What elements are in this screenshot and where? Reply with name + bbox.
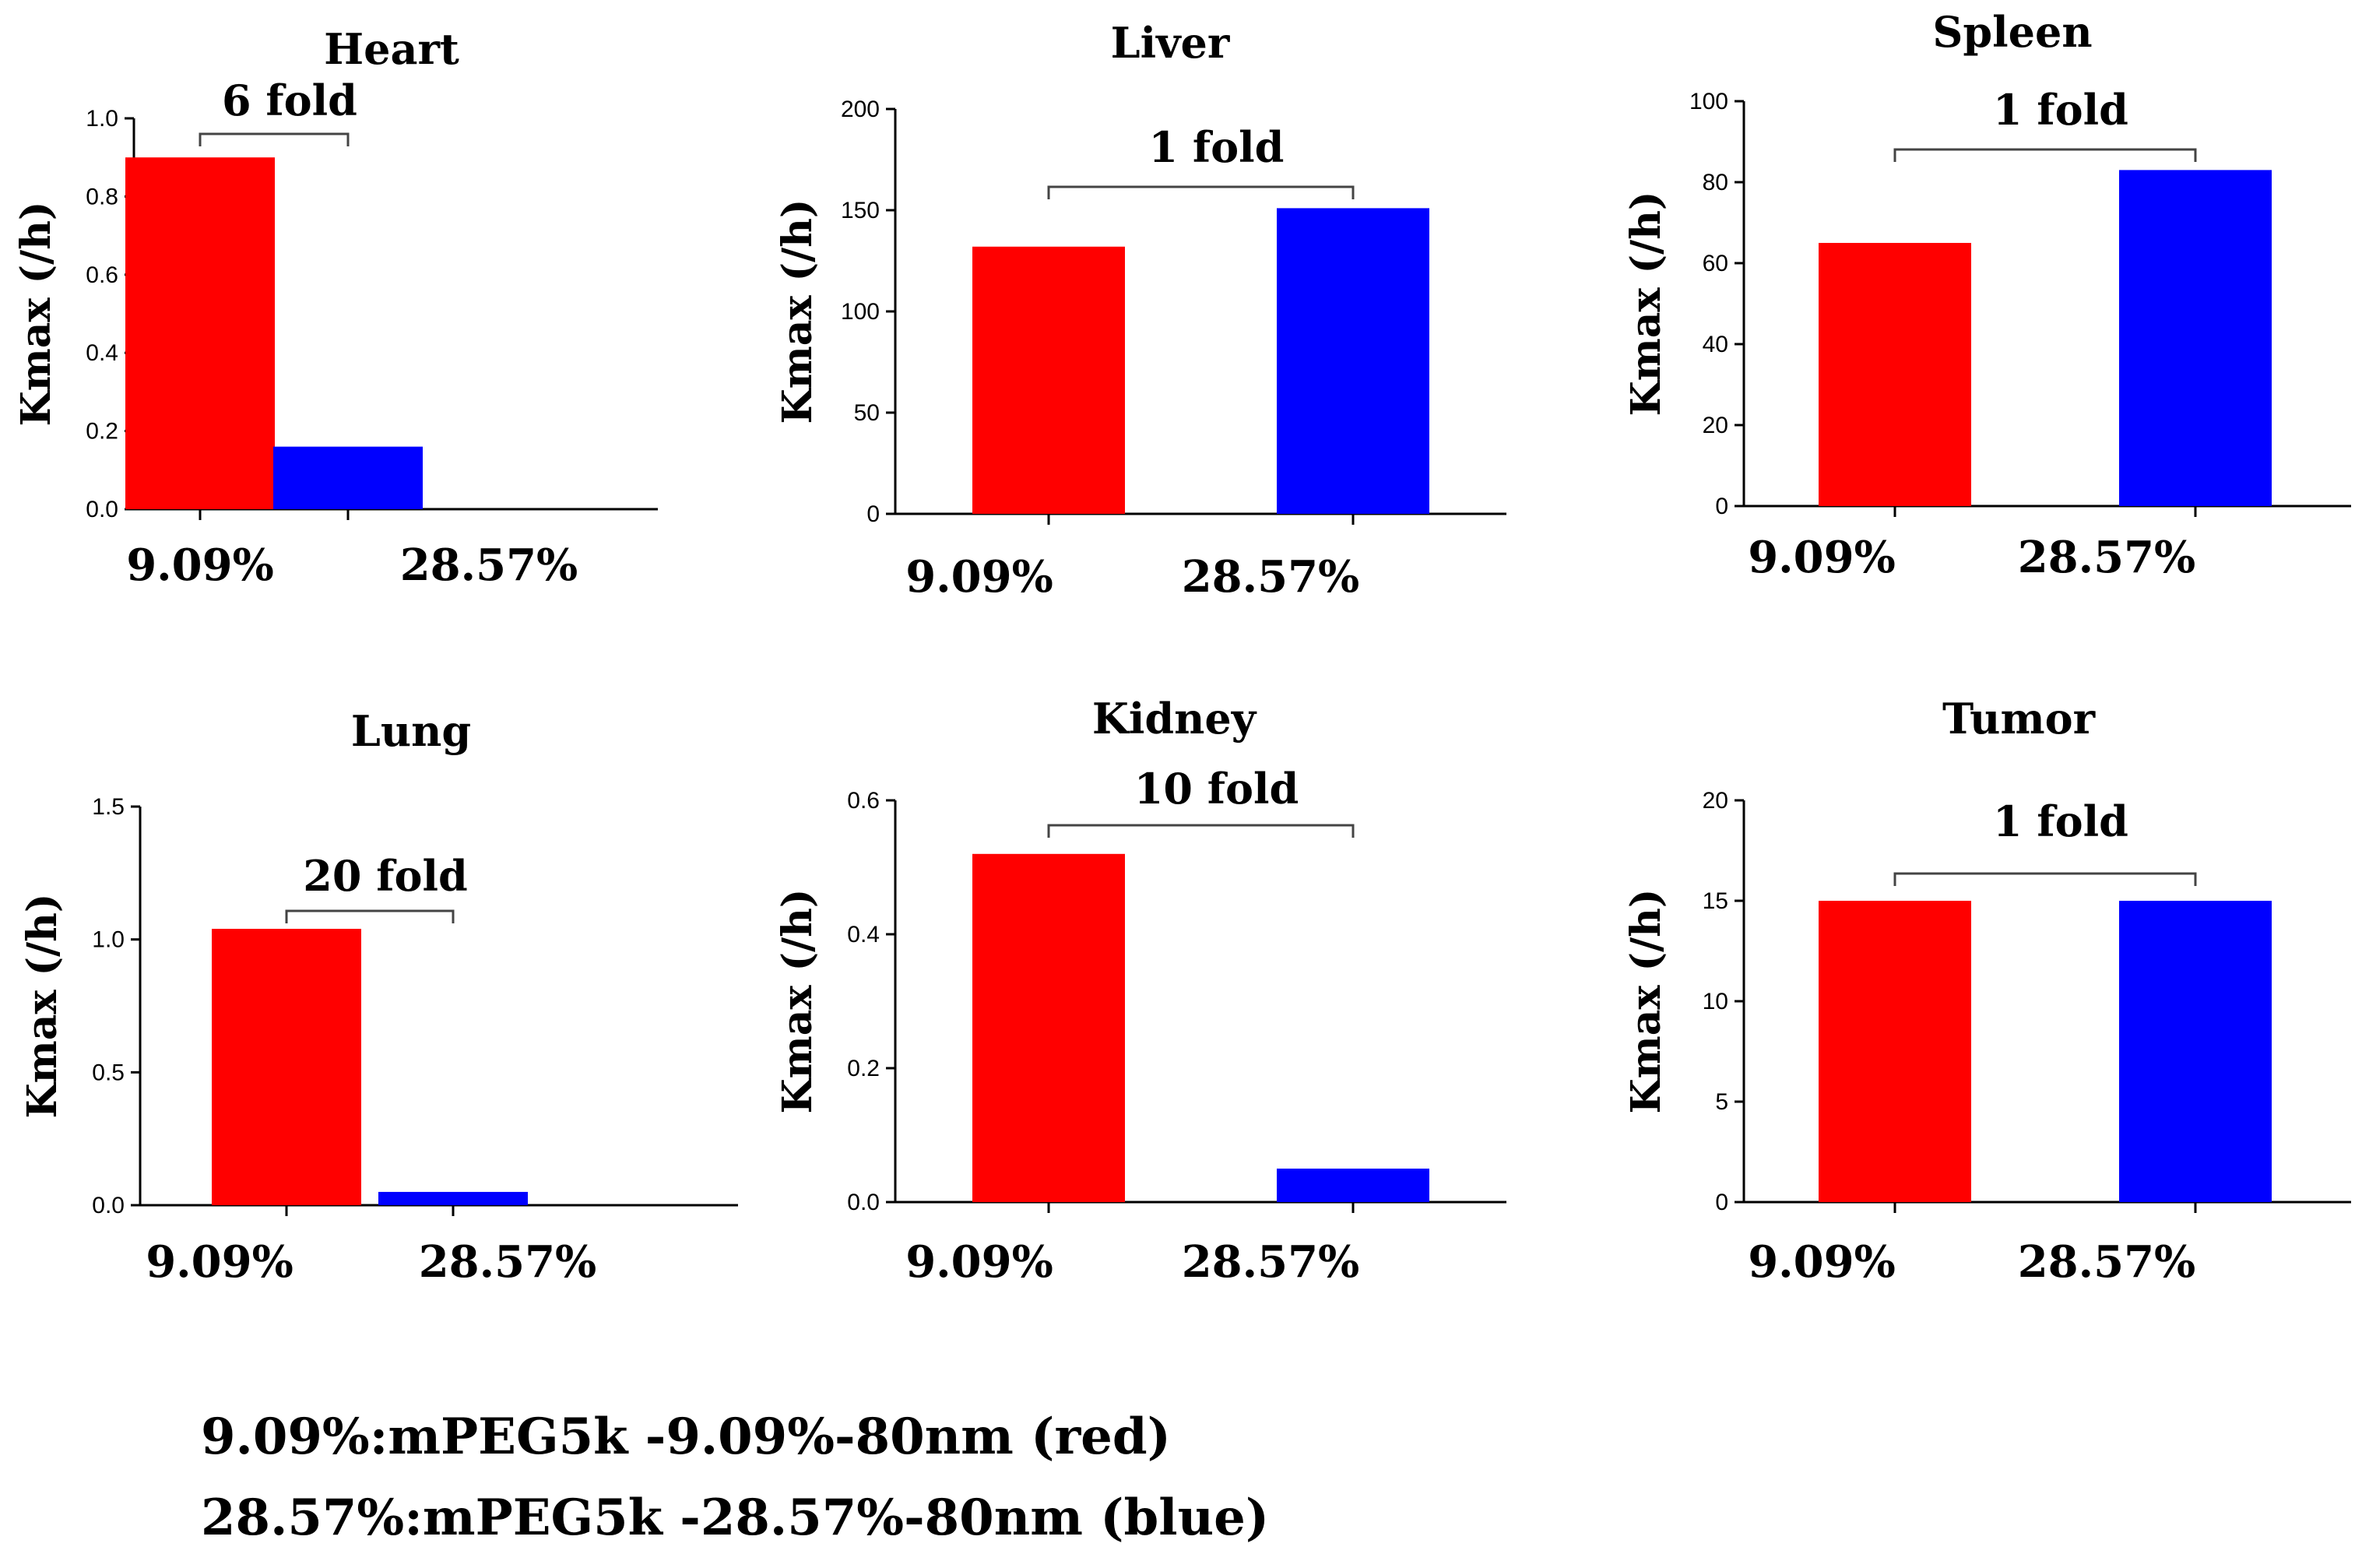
liver-ytick-label: 100 <box>841 299 880 325</box>
spleen-ytick-label: 80 <box>1703 170 1728 195</box>
tumor-bar-red <box>1819 901 1971 1202</box>
lung-category-label: 28.57% <box>419 1236 597 1288</box>
liver-bar-red <box>972 246 1125 514</box>
tumor-bar-blue <box>2119 901 2272 1202</box>
tumor-fold-bracket <box>1893 872 2197 886</box>
spleen-fold-bracket <box>1893 148 2197 162</box>
liver-fold-bracket <box>1047 185 1355 199</box>
heart-ytick-label: 0.4 <box>86 340 118 366</box>
tumor-category-label: 28.57% <box>2018 1236 2196 1288</box>
kidney-bar-blue <box>1277 1169 1429 1202</box>
lung-chart: Lung Kmax (/h) 0.0 0.5 1.0 1.5 9.09% 28.57% 20 f… <box>19 706 738 1288</box>
heart-title: Heart <box>324 24 459 74</box>
spleen-fold-annotation: 1 fold <box>1993 85 2128 135</box>
tumor-ytick-label: 20 <box>1703 788 1728 814</box>
liver-ytick-label: 200 <box>841 97 880 122</box>
kidney-category-label: 28.57% <box>1182 1236 1360 1288</box>
spleen-title: Spleen <box>1932 7 2092 57</box>
tumor-title: Tumor <box>1942 694 2096 744</box>
tumor-chart: Tumor Kmax (/h) 0 5 10 15 20 9.09% 28.57% 1 fold <box>1622 694 2351 1288</box>
kidney-chart: Kidney Kmax (/h) 0.0 0.2 0.4 0.6 9.09% 28.57% 10… <box>774 694 1506 1288</box>
tumor-fold-annotation: 1 fold <box>1993 796 2128 846</box>
spleen-ytick-label: 40 <box>1703 332 1728 357</box>
kidney-bar-red <box>972 853 1125 1202</box>
lung-bar-blue <box>378 1191 528 1205</box>
spleen-bar-red <box>1819 243 1971 506</box>
kidney-ytick-label: 0.2 <box>847 1056 880 1081</box>
heart-chart: Heart Kmax (/h) 0.0 0.2 0.4 0.6 0.8 1.0 9.09% 28.… <box>12 24 658 591</box>
liver-category-label: 28.57% <box>1182 551 1360 603</box>
liver-ylabel: Kmax (/h) <box>774 199 821 424</box>
heart-ytick-label: 0.8 <box>86 184 118 209</box>
spleen-category-label: 28.57% <box>2018 532 2196 583</box>
spleen-bar-blue <box>2119 170 2272 506</box>
kidney-fold-bracket <box>1047 824 1355 838</box>
spleen-ytick-label: 20 <box>1703 413 1728 438</box>
heart-ylabel: Kmax (/h) <box>12 201 60 426</box>
kidney-ytick-label: 0.0 <box>847 1190 880 1215</box>
liver-fold-annotation: 1 fold <box>1149 122 1285 172</box>
liver-category-label: 9.09% <box>905 551 1053 603</box>
tumor-ytick-label: 15 <box>1703 888 1728 914</box>
tumor-ylabel: Kmax (/h) <box>1622 888 1670 1113</box>
heart-category-label: 9.09% <box>126 540 274 591</box>
liver-ytick-label: 150 <box>841 198 880 223</box>
legend-line-1: 9.09%:mPEG5k -9.09%-80nm (red) <box>201 1408 1171 1466</box>
kidney-ylabel: Kmax (/h) <box>774 888 821 1113</box>
liver-ytick-label: 0 <box>866 501 880 527</box>
kidney-category-label: 9.09% <box>905 1236 1053 1288</box>
heart-ytick-label: 0.6 <box>86 262 118 288</box>
tumor-ytick-label: 5 <box>1715 1089 1728 1115</box>
spleen-ylabel: Kmax (/h) <box>1622 191 1670 416</box>
heart-bar-blue <box>273 446 423 509</box>
tumor-category-label: 9.09% <box>1748 1236 1896 1288</box>
heart-fold-bracket <box>199 132 350 146</box>
legend-line-2: 28.57%:mPEG5k -28.57%-80nm (blue) <box>201 1489 1270 1547</box>
lung-ylabel: Kmax (/h) <box>19 893 66 1118</box>
lung-ytick-label: 1.0 <box>92 927 125 953</box>
kidney-ytick-label: 0.4 <box>847 922 880 947</box>
tumor-ytick-label: 0 <box>1715 1190 1728 1215</box>
liver-chart: Liver Kmax (/h) 0 50 100 150 200 9.09% 28.57% 1 f… <box>774 18 1506 603</box>
spleen-category-label: 9.09% <box>1748 532 1896 583</box>
lung-bar-red <box>212 929 361 1205</box>
lung-fold-bracket <box>285 909 455 923</box>
heart-category-label: 28.57% <box>400 540 578 591</box>
spleen-ytick-label: 60 <box>1703 251 1728 276</box>
heart-fold-annotation: 6 fold <box>222 76 357 125</box>
spleen-ytick-label: 0 <box>1715 494 1728 519</box>
liver-bar-blue <box>1277 208 1429 514</box>
kidney-ytick-label: 0.6 <box>847 788 880 814</box>
heart-ytick-label: 0.0 <box>86 497 118 522</box>
spleen-chart: Spleen Kmax (/h) 0 20 40 60 80 100 9.09% 28.57% 1 … <box>1622 7 2351 583</box>
heart-bar-red <box>125 157 275 509</box>
lung-title: Lung <box>351 706 471 756</box>
tumor-ytick-label: 10 <box>1703 989 1728 1014</box>
lung-ytick-label: 0.0 <box>92 1193 125 1218</box>
liver-ytick-label: 50 <box>854 400 880 426</box>
lung-category-label: 9.09% <box>146 1236 293 1288</box>
lung-fold-annotation: 20 fold <box>303 851 467 901</box>
lung-ytick-label: 1.5 <box>92 794 125 820</box>
heart-ytick-label: 1.0 <box>86 106 118 132</box>
spleen-ytick-label: 100 <box>1689 89 1728 114</box>
liver-title: Liver <box>1111 18 1230 68</box>
lung-ytick-label: 0.5 <box>92 1060 125 1085</box>
kidney-fold-annotation: 10 fold <box>1134 764 1299 814</box>
heart-ytick-label: 0.2 <box>86 419 118 445</box>
kidney-title: Kidney <box>1092 694 1257 744</box>
